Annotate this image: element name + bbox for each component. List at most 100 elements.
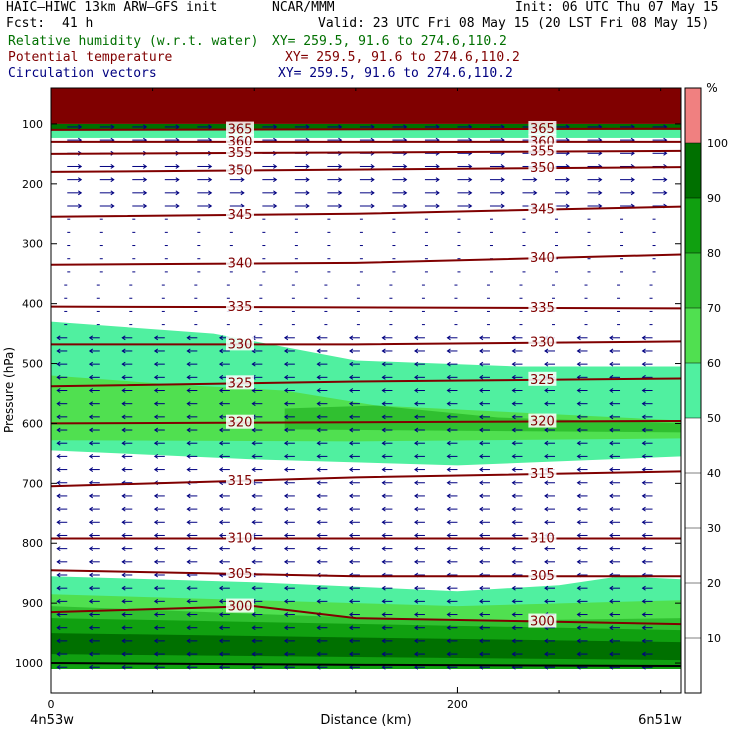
wind-vector-head [609,559,614,565]
wind-vector-head [349,480,354,486]
x-endpoint-right: 6n51w [638,713,682,728]
y-tick-label: 700 [22,477,43,490]
theta-label-300-1: 300 [530,615,555,630]
wind-vector-head [56,480,61,486]
theta-label-bg [226,336,254,351]
wind-vector-head [641,506,646,512]
theta-label-bg [226,299,254,314]
wind-vector-head [218,585,224,591]
wind-vector-head [316,414,321,420]
wind-vector-head [414,335,419,341]
wind-vector-head [446,361,451,367]
theta-label-bg [226,144,254,159]
wind-vector-head [609,546,614,552]
wind-vector-head [240,190,245,196]
wind-vector-head [218,651,224,657]
wind-vector-head [479,401,484,407]
wind-vector-head [218,401,224,407]
wind-vector-head [273,124,278,130]
valid-time: Valid: 23 UTC Fri 08 May 15 (20 LST Fri … [318,16,710,31]
wind-vector-head [186,361,191,367]
theta-contour-300 [51,605,681,626]
wind-vector-head [153,559,159,565]
wind-vector-head [598,177,603,183]
colorbar-bin [685,638,701,693]
wind-vector-head [479,388,484,393]
wind-vector-head [175,203,180,209]
wind-vector-head [88,335,94,341]
wind-vector-head [544,480,549,486]
colorbar: 10 20 30 40 50 60 70 80 90 100 [684,87,728,694]
theta-label-bg [226,255,254,270]
wind-vector-head [349,664,354,670]
wind-vector-head [576,585,581,591]
wind-vector-head [88,664,94,670]
field-rh-name: Relative humidity (w.r.t. water) [8,34,259,49]
wind-vector-head [121,374,126,380]
theta-label-305-0: 305 [228,567,253,582]
wind-vector-head [153,506,159,512]
colorbar-bin [685,473,701,528]
wind-vector-head [175,190,180,196]
x-axis-label: Distance (km) [320,713,411,728]
wind-vector-head [468,190,473,196]
wind-vector-head [121,401,126,407]
theta-label-355-0: 355 [228,146,253,161]
theta-contour-315 [51,470,681,488]
wind-vector-head [446,585,451,591]
wind-vector-head [435,203,440,209]
wind-vector-head [381,493,386,499]
wind-vector-head [316,638,321,644]
wind-vector-head [414,651,419,657]
wind-vector-head [381,533,386,538]
rh-band-90-7 [51,633,681,661]
wind-vector-head [641,493,646,499]
wind-vector-head [446,374,451,380]
wind-vector-head [283,651,289,657]
wind-vector-head [251,519,256,525]
theta-label-365-0: 365 [228,123,253,138]
wind-vector-head [316,440,321,446]
wind-vector-head [305,190,310,196]
wind-vector-head [186,506,191,512]
wind-vector-head [609,440,614,446]
wind-vector-head [218,533,224,538]
plot-frame [50,87,682,694]
theta-label-bg [528,465,557,480]
wind-vector-head [479,414,484,420]
colorbar-label: 100 [707,137,728,150]
wind-vector-head [56,585,61,591]
wind-vector-head [349,638,354,644]
wind-vector-head [208,190,213,196]
wind-vector-head [641,388,646,393]
theta-label-bg [528,160,557,175]
wind-vector-head [186,467,191,472]
wind-vector-head [121,585,126,591]
wind-vector-head [121,467,126,472]
wind-vector-head [273,164,278,169]
wind-vector-head [251,585,256,591]
wind-vector-head [414,493,419,499]
wind-vector-head [88,533,94,538]
wind-vector-head [446,612,451,617]
wind-vector-head [316,374,321,380]
wind-vector-head [446,519,451,525]
wind-vector-head [381,427,386,433]
wind-vector-head [641,414,646,420]
wind-vector-head [511,585,516,591]
wind-vector-head [218,493,224,499]
wind-vector-head [121,651,126,657]
wind-vector-head [338,203,343,209]
wind-vector-head [218,335,224,341]
wind-vector-head [446,440,451,446]
wind-vector-head [381,638,386,644]
colorbar-bin [685,418,701,473]
wind-vector-head [283,625,289,631]
wind-vector-head [349,361,354,367]
wind-vector-head [175,124,180,130]
colorbar-bin [685,528,701,583]
wind-vector-head [576,388,581,393]
wind-vector-head [511,401,516,407]
wind-vector-head [544,361,549,367]
wind-vector-head [305,164,310,169]
